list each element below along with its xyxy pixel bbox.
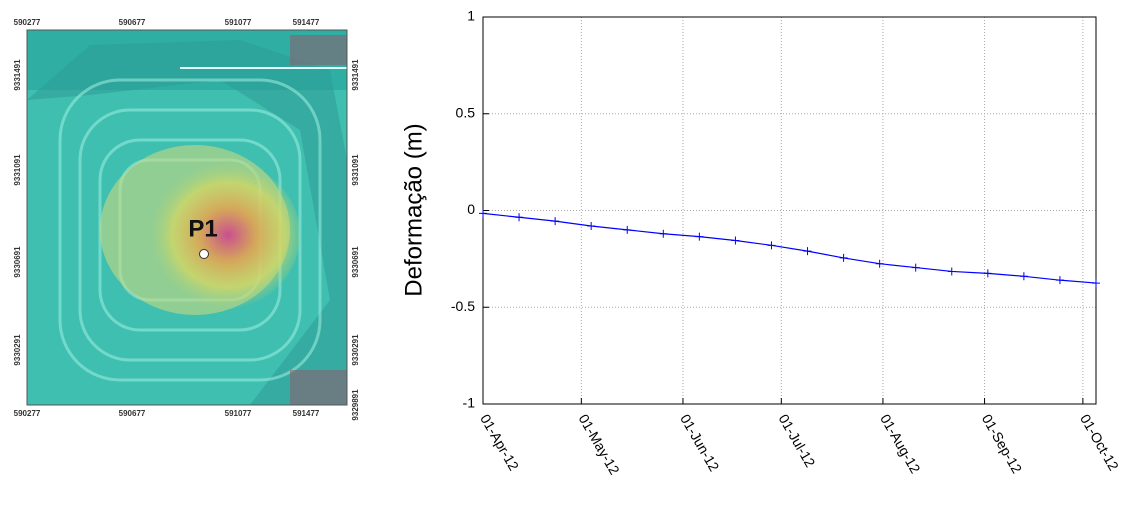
data-point [587, 221, 596, 230]
map-y-label: 9331491 [13, 59, 22, 91]
data-point [515, 213, 524, 222]
map-x-label: 590677 [119, 18, 146, 27]
x-tick-label: 01-Apr-12 [477, 411, 522, 473]
x-tick-label: 01-Jul-12 [775, 411, 818, 470]
map-x-label: 590277 [14, 409, 41, 418]
map-x-label: 590277 [14, 18, 41, 27]
x-tick-label: 01-Aug-12 [877, 411, 924, 476]
map-y-label: 9329891 [351, 389, 360, 421]
satellite-image [27, 30, 347, 405]
x-tick-label: 01-May-12 [576, 411, 623, 477]
map-y-label: 9331091 [13, 154, 22, 186]
map-x-label: 591477 [293, 409, 320, 418]
data-point [1019, 272, 1028, 281]
data-point [1055, 276, 1064, 285]
data-point [983, 269, 992, 278]
x-tick-label: 01-Jun-12 [677, 411, 722, 474]
map-y-label: 9331491 [351, 59, 360, 91]
y-tick-label: 0 [467, 201, 475, 217]
data-point [767, 241, 776, 250]
map-y-label: 9331091 [351, 154, 360, 186]
map-frame [26, 29, 348, 406]
y-tick-label: 0.5 [456, 104, 476, 120]
map-y-label: 9330291 [351, 334, 360, 366]
data-point [695, 232, 704, 241]
data-line [482, 212, 1097, 284]
point-marker [199, 249, 209, 259]
data-point [911, 263, 920, 272]
y-tick-label: -0.5 [451, 298, 475, 314]
map-x-label: 591077 [225, 18, 252, 27]
y-tick-label: -1 [463, 395, 476, 411]
y-axis-label: Deformação (m) [400, 123, 427, 296]
map-x-label: 591477 [293, 18, 320, 27]
data-point [479, 209, 487, 218]
data-point [1092, 279, 1100, 288]
data-point [839, 253, 848, 262]
data-point [875, 259, 884, 268]
x-tick-label: 01-Sep-12 [979, 411, 1026, 476]
map-y-label: 9330691 [13, 246, 22, 278]
data-point [803, 247, 812, 256]
data-point [731, 236, 740, 245]
map-y-label: 9330291 [13, 334, 22, 366]
map-x-label: 590677 [119, 409, 146, 418]
map-y-label: 9330691 [351, 246, 360, 278]
data-point [623, 225, 632, 234]
data-point [551, 217, 560, 226]
x-tick-label: 01-Oct-12 [1077, 411, 1122, 473]
data-point [947, 267, 956, 276]
map-x-label: 591077 [225, 409, 252, 418]
data-point [659, 229, 668, 238]
y-tick-label: 1 [467, 8, 475, 24]
point-label: P1 [188, 215, 217, 242]
